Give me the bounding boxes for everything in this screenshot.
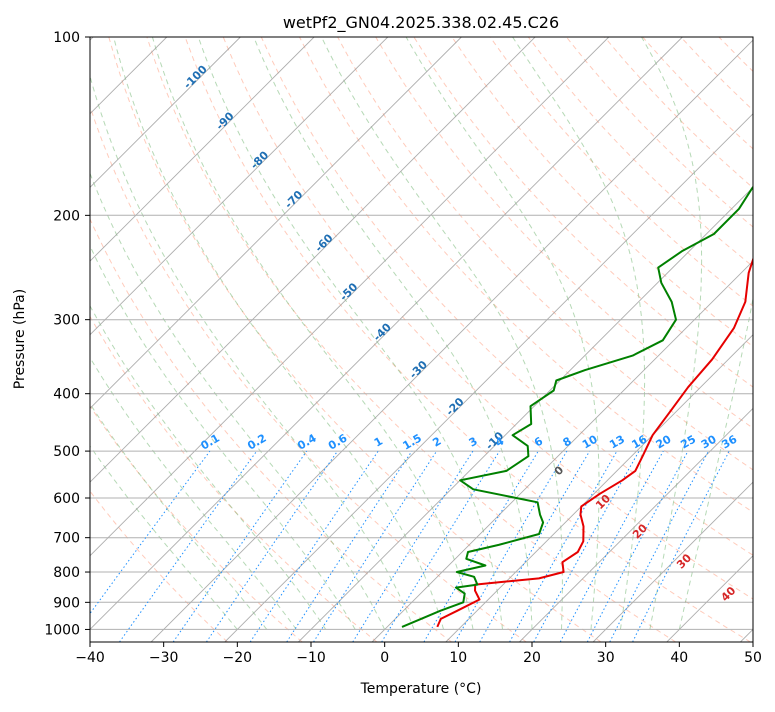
y-tick-label: 300	[53, 313, 80, 329]
x-tick-label: 20	[523, 650, 541, 666]
y-tick-label: 800	[53, 565, 80, 581]
y-tick-label: 700	[53, 531, 80, 547]
y-tick-label: 600	[53, 491, 80, 507]
y-tick-label: 100	[53, 30, 80, 46]
y-axis-label: Pressure (hPa)	[12, 289, 28, 389]
y-tick-label: 1000	[44, 622, 80, 638]
y-tick-label: 400	[53, 387, 80, 403]
x-tick-label: −20	[223, 650, 253, 666]
y-tick-label: 900	[53, 595, 80, 611]
chart-title: wetPf2_GN04.2025.338.02.45.C26	[283, 13, 559, 33]
x-tick-label: 30	[597, 650, 615, 666]
x-tick-label: 10	[449, 650, 467, 666]
x-tick-label: −40	[75, 650, 105, 666]
y-tick-label: 200	[53, 208, 80, 224]
x-axis-label: Temperature (°C)	[360, 681, 482, 697]
x-tick-label: −10	[296, 650, 326, 666]
x-tick-label: 50	[744, 650, 762, 666]
x-tick-label: −30	[149, 650, 179, 666]
y-tick-label: 500	[53, 444, 80, 460]
x-tick-label: 40	[670, 650, 688, 666]
x-tick-label: 0	[380, 650, 389, 666]
